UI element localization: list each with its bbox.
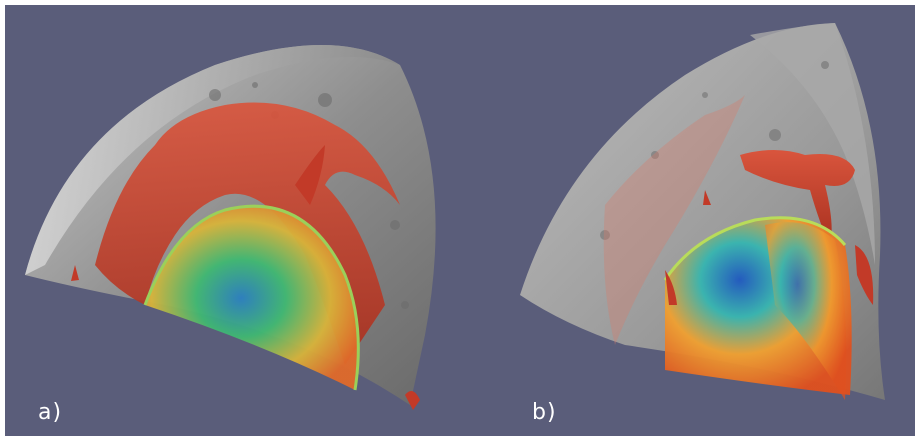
- plume-fragment-b3: [703, 190, 711, 205]
- render-canvas: [25, 23, 885, 410]
- moon-cut-face-b: [750, 23, 875, 265]
- plume-fragment-b2: [855, 245, 874, 305]
- plume-fragment-b: [665, 270, 677, 305]
- plume-isosurface-b: [740, 150, 855, 245]
- colormap-slice-edge-b: [663, 216, 847, 281]
- panel-b-render: [520, 23, 885, 400]
- plume-fragment-a2: [405, 391, 420, 410]
- craters-b: [600, 61, 829, 240]
- colormap-slice-edge-a: [143, 204, 360, 391]
- colormap-slice-inner-b: [765, 222, 847, 400]
- plume-column-a: [295, 145, 325, 205]
- colormap-slice-a: [145, 206, 359, 390]
- panel-label-a: a): [38, 400, 63, 425]
- plume-fragment-a: [71, 265, 79, 281]
- render-viewport: a) b): [5, 5, 915, 436]
- plume-shadow-b: [603, 95, 745, 345]
- panel-label-b: b): [532, 400, 557, 425]
- panel-a-render: [25, 45, 436, 410]
